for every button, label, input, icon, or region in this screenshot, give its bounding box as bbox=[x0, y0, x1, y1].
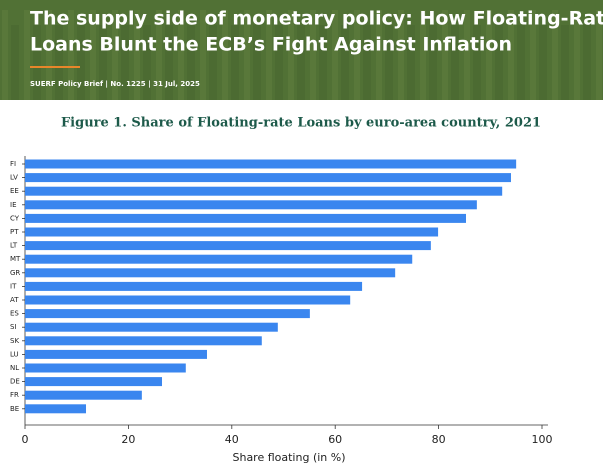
bar bbox=[25, 295, 351, 305]
x-tick-label: 40 bbox=[225, 433, 239, 446]
bar bbox=[25, 186, 503, 196]
x-tick-label: 60 bbox=[328, 433, 342, 446]
bar bbox=[25, 322, 278, 332]
y-tick-label: MT bbox=[10, 255, 21, 263]
bar bbox=[25, 349, 207, 359]
bar bbox=[25, 227, 439, 237]
y-tick-label: SI bbox=[10, 323, 17, 331]
bar bbox=[25, 268, 396, 278]
y-tick-label: IE bbox=[10, 201, 17, 209]
x-tick-label: 100 bbox=[532, 433, 553, 446]
bar bbox=[25, 173, 511, 183]
bar bbox=[25, 336, 262, 346]
bar bbox=[25, 363, 186, 373]
x-axis-label: Share floating (in %) bbox=[232, 451, 345, 464]
y-tick-label: AT bbox=[10, 296, 19, 304]
header-title: Loans Blunt the ECB’s Fight Against Infl… bbox=[30, 34, 512, 56]
y-tick-label: CY bbox=[10, 214, 20, 222]
bar bbox=[25, 309, 310, 319]
x-tick-label: 0 bbox=[22, 433, 29, 446]
header-subtitle: SUERF Policy Brief | No. 1225 | 31 Jul, … bbox=[30, 80, 200, 89]
y-tick-label: LT bbox=[10, 242, 18, 250]
x-tick-label: 80 bbox=[432, 433, 446, 446]
x-tick-label: 20 bbox=[121, 433, 135, 446]
bar bbox=[25, 213, 467, 223]
y-tick-label: FR bbox=[10, 391, 19, 399]
y-tick-label: LU bbox=[10, 350, 19, 358]
bar bbox=[25, 241, 431, 251]
y-tick-label: DE bbox=[10, 378, 20, 386]
chart-title: Figure 1. Share of Floating-rate Loans b… bbox=[61, 116, 541, 131]
bar bbox=[25, 404, 87, 414]
y-tick-label: GR bbox=[10, 269, 20, 277]
y-tick-label: ES bbox=[10, 310, 19, 318]
bar bbox=[25, 390, 142, 400]
y-tick-label: IT bbox=[10, 282, 17, 290]
bar bbox=[25, 200, 477, 210]
y-tick-label: PT bbox=[10, 228, 19, 236]
bar bbox=[25, 159, 517, 169]
accent-line bbox=[30, 66, 80, 68]
y-tick-label: SK bbox=[10, 337, 19, 345]
y-tick-label: BE bbox=[10, 405, 19, 413]
y-tick-label: EE bbox=[10, 187, 19, 195]
y-tick-label: FI bbox=[10, 160, 16, 168]
y-tick-label: LV bbox=[10, 174, 18, 182]
bar bbox=[25, 254, 413, 264]
header-overlay bbox=[0, 0, 603, 100]
bar bbox=[25, 377, 163, 387]
y-tick-label: NL bbox=[10, 364, 19, 372]
header-title: The supply side of monetary policy: How … bbox=[30, 8, 603, 30]
bar bbox=[25, 281, 363, 291]
